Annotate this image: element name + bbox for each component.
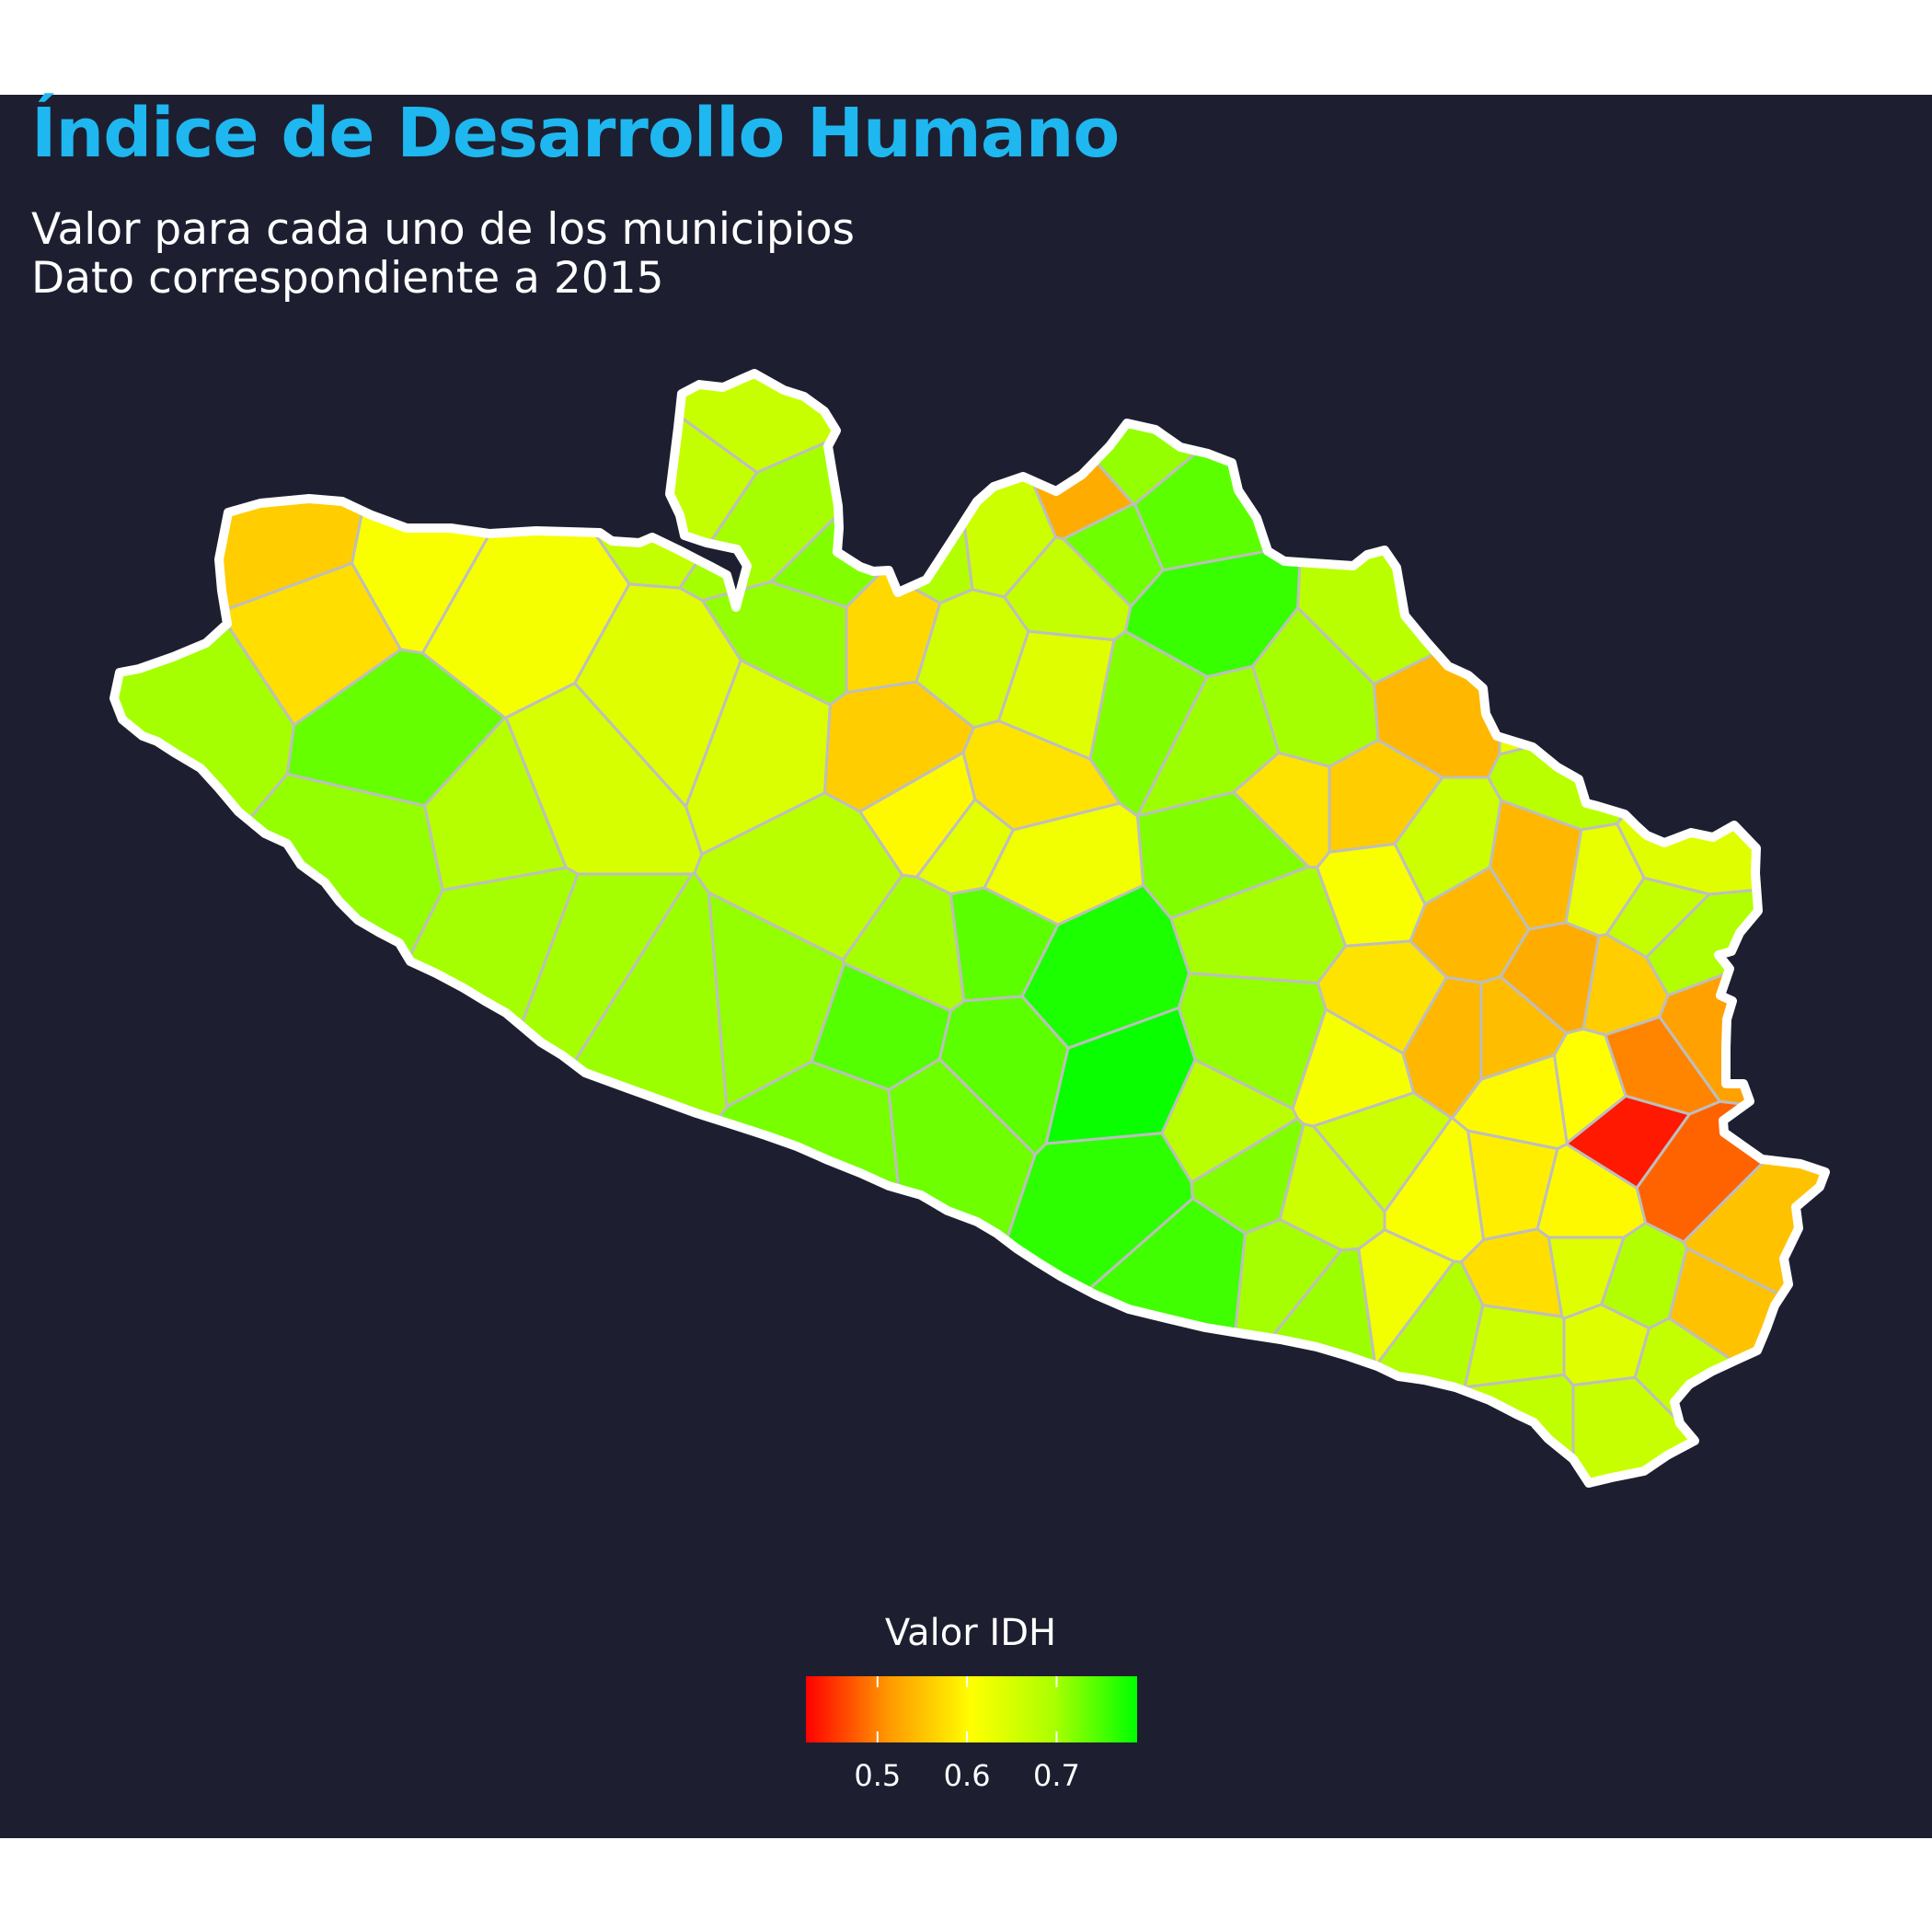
municipality-7 — [114, 772, 444, 1483]
municipality-64 — [1535, 1143, 1648, 1239]
municipality-97 — [983, 801, 1145, 926]
map-title: Índice de Desarrollo Humano — [31, 94, 1120, 173]
legend-tick-label: 0.5 — [854, 1758, 902, 1793]
legend-tick-label: 0.6 — [943, 1758, 991, 1793]
legend-tick-label: 0.7 — [1032, 1758, 1080, 1793]
municipality-37 — [1440, 374, 1770, 710]
legend-colorbar — [806, 1676, 1137, 1742]
map-subtitle-line-2: Dato correspondiente a 2015 — [31, 253, 664, 304]
municipality-78 — [443, 1060, 927, 1483]
legend-gradient — [806, 1676, 1137, 1742]
municipality-100 — [1296, 374, 1503, 685]
municipality-90 — [1357, 1228, 1455, 1368]
legend-title: Valor IDH — [884, 1612, 1057, 1654]
municipality-94 — [132, 866, 580, 1483]
municipality-82 — [1177, 972, 1328, 1110]
municipality-98 — [1316, 842, 1427, 948]
municipality-13 — [586, 374, 919, 474]
municipality-44 — [1616, 599, 1825, 896]
municipality-38 — [1498, 374, 1825, 756]
municipality-101 — [858, 751, 977, 879]
municipality-85 — [1463, 1304, 1566, 1389]
map-subtitle-line-1: Valor para cada uno de los municipios — [31, 204, 855, 255]
municipality-87 — [1345, 1373, 1575, 1483]
state-outline — [109, 369, 1830, 1488]
municipality-19 — [859, 374, 974, 604]
